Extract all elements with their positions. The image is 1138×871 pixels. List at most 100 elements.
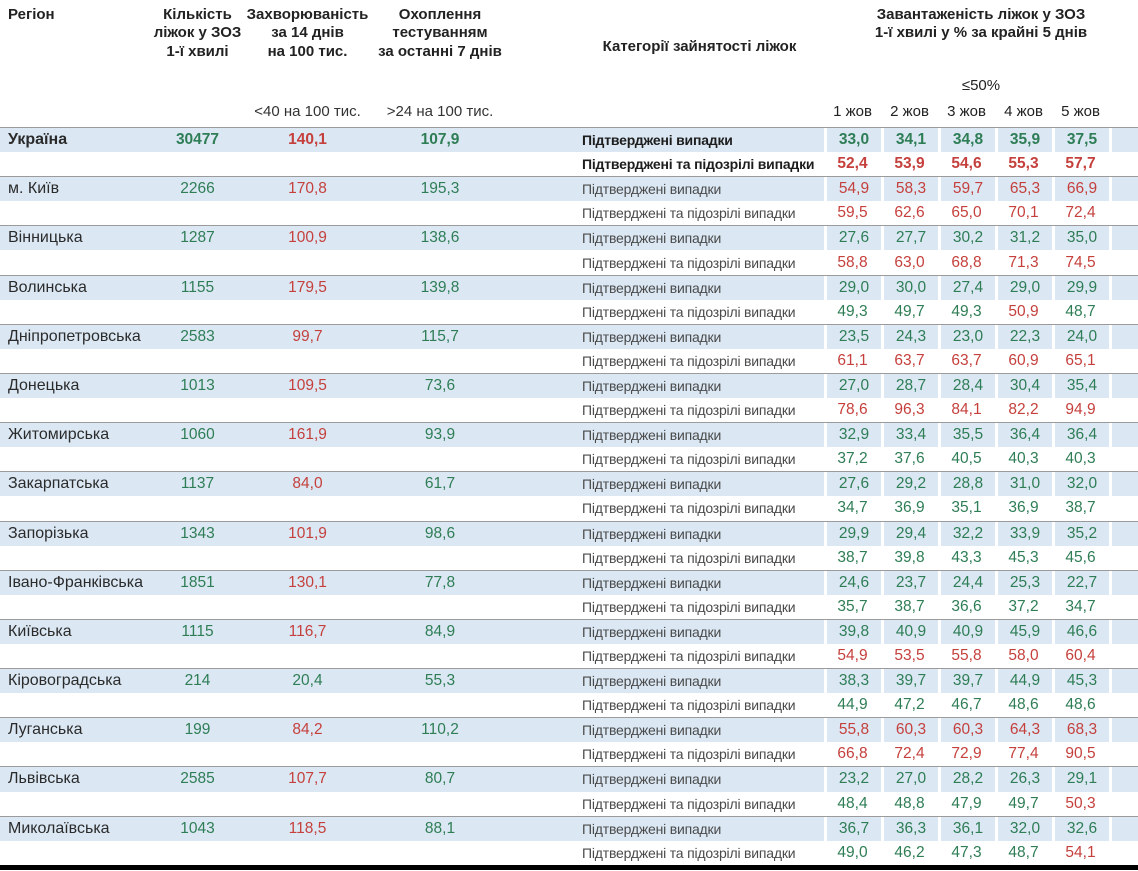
occupancy-value: 33,0 bbox=[824, 128, 881, 153]
beds-value: 2266 bbox=[150, 177, 245, 202]
confirmed-row: м. Київ 2266 170,8 195,3 Підтверджені випадк… bbox=[0, 177, 1138, 202]
incidence-value: 179,5 bbox=[245, 275, 370, 300]
spacer-cell bbox=[510, 300, 575, 324]
region-block: Кіровоградська 214 20,4 55,3 Підтверджені ви… bbox=[0, 668, 1138, 717]
region-block: Луганська 199 84,2 110,2 Підтверджені випадк… bbox=[0, 717, 1138, 766]
occupancy-value: 45,9 bbox=[995, 619, 1052, 644]
empty-cell bbox=[0, 201, 150, 225]
spacer-cell bbox=[510, 792, 575, 816]
region-name: Житомирська bbox=[0, 423, 150, 448]
region-name: Луганська bbox=[0, 718, 150, 743]
confirmed-row: Волинська 1155 179,5 139,8 Підтверджені випа… bbox=[0, 275, 1138, 300]
empty-cell bbox=[150, 300, 245, 324]
empty-cell bbox=[0, 496, 150, 520]
empty-cell bbox=[150, 250, 245, 274]
occupancy-value: 35,7 bbox=[837, 597, 868, 615]
occupancy-value: 58,3 bbox=[881, 177, 938, 202]
occupancy-value: 53,9 bbox=[894, 155, 925, 173]
occupancy-value: 55,8 bbox=[951, 647, 982, 665]
occupancy-value: 40,9 bbox=[881, 619, 938, 644]
empty-cell bbox=[0, 250, 150, 274]
occupancy-value: 60,3 bbox=[938, 718, 995, 743]
occupancy-value: 36,9 bbox=[894, 499, 925, 517]
date-column-label: 3 жов bbox=[947, 103, 986, 120]
testing-value: 110,2 bbox=[370, 718, 510, 743]
empty-cell bbox=[150, 201, 245, 225]
occupancy-value: 96,3 bbox=[894, 401, 925, 419]
occupancy-value: 22,7 bbox=[1052, 570, 1109, 595]
testing-value: 80,7 bbox=[370, 767, 510, 792]
category-label-confirmed-suspected: Підтверджені та підозрілі випадки bbox=[582, 844, 796, 861]
beds-value: 1115 bbox=[150, 619, 245, 644]
occupancy-value: 32,6 bbox=[1052, 816, 1109, 841]
occupancy-value: 60,3 bbox=[881, 718, 938, 743]
category-label-confirmed-suspected: Підтверджені та підозрілі випадки bbox=[582, 156, 815, 173]
row-end-pad bbox=[1109, 128, 1138, 153]
occupancy-value: 49,7 bbox=[894, 302, 925, 320]
empty-cell bbox=[0, 300, 150, 324]
category-label-confirmed: Підтверджені випадки bbox=[575, 128, 824, 153]
region-name: Миколаївська bbox=[0, 816, 150, 841]
spacer-cell bbox=[510, 718, 575, 743]
empty-cell bbox=[245, 792, 370, 816]
spacer-cell bbox=[510, 496, 575, 520]
table-body: Україна 30477 140,1 107,9 Підтверджені випад… bbox=[0, 127, 1138, 865]
row-end-pad bbox=[1109, 570, 1138, 595]
spacer-cell bbox=[510, 841, 575, 865]
category-label-confirmed: Підтверджені випадки bbox=[575, 226, 824, 251]
testing-value: 73,6 bbox=[370, 373, 510, 399]
confirmed-row: Львівська 2585 107,7 80,7 Підтверджені випад… bbox=[0, 767, 1138, 792]
occupancy-value: 61,1 bbox=[837, 351, 868, 369]
row-end-pad bbox=[1109, 472, 1138, 497]
empty-cell bbox=[245, 496, 370, 520]
header-beds-column: Кількість ліжок у ЗОЗ 1-ї хвилі bbox=[153, 6, 242, 60]
incidence-value: 84,2 bbox=[245, 718, 370, 743]
beds-value: 30477 bbox=[150, 128, 245, 153]
empty-cell bbox=[245, 152, 370, 176]
empty-cell bbox=[370, 841, 510, 865]
occupancy-value: 47,2 bbox=[894, 696, 925, 714]
confirmed-row: Івано-Франківська 1851 130,1 77,8 Підтвердже… bbox=[0, 570, 1138, 595]
occupancy-value: 29,1 bbox=[1052, 767, 1109, 792]
occupancy-value: 59,7 bbox=[938, 177, 995, 202]
confirmed-row: Житомирська 1060 161,9 93,9 Підтверджені вип… bbox=[0, 423, 1138, 448]
empty-cell bbox=[370, 201, 510, 225]
category-label-confirmed: Підтверджені випадки bbox=[575, 718, 824, 743]
category-label-confirmed: Підтверджені випадки bbox=[575, 521, 824, 546]
spacer-cell bbox=[510, 570, 575, 595]
occupancy-value: 29,0 bbox=[995, 275, 1052, 300]
category-label-confirmed-suspected: Підтверджені та підозрілі випадки bbox=[582, 451, 796, 468]
category-label-confirmed: Підтверджені випадки bbox=[575, 767, 824, 792]
spacer-cell bbox=[510, 226, 575, 251]
beds-value: 1343 bbox=[150, 521, 245, 546]
occupancy-value: 46,7 bbox=[951, 696, 982, 714]
empty-cell bbox=[245, 693, 370, 717]
header-categories-column: Категорії зайнятості ліжок bbox=[602, 37, 797, 55]
occupancy-value: 35,2 bbox=[1052, 521, 1109, 546]
occupancy-value: 54,6 bbox=[951, 155, 982, 173]
occupancy-value: 68,8 bbox=[951, 253, 982, 271]
occupancy-value: 58,8 bbox=[837, 253, 868, 271]
occupancy-value: 55,3 bbox=[1008, 155, 1039, 173]
occupancy-value: 49,0 bbox=[837, 843, 868, 861]
empty-cell bbox=[245, 349, 370, 373]
empty-cell bbox=[0, 841, 150, 865]
region-name: Дніпропетровська bbox=[0, 324, 150, 349]
confirmed-row: Закарпатська 1137 84,0 61,7 Підтверджені вип… bbox=[0, 472, 1138, 497]
region-name: Донецька bbox=[0, 373, 150, 399]
category-label-confirmed-suspected: Підтверджені та підозрілі випадки bbox=[582, 352, 796, 369]
confirmed-suspected-row: Підтверджені та підозрілі випадки 66,8 72,… bbox=[0, 742, 1138, 766]
category-label-confirmed: Підтверджені випадки bbox=[575, 619, 824, 644]
occupancy-value: 66,9 bbox=[1052, 177, 1109, 202]
occupancy-value: 65,0 bbox=[951, 204, 982, 222]
spacer-cell bbox=[510, 373, 575, 399]
row-end-pad bbox=[1109, 669, 1138, 694]
occupancy-value: 35,9 bbox=[995, 128, 1052, 153]
incidence-value: 170,8 bbox=[245, 177, 370, 202]
empty-cell bbox=[245, 644, 370, 668]
occupancy-value: 38,7 bbox=[894, 597, 925, 615]
occupancy-value: 22,3 bbox=[995, 324, 1052, 349]
empty-cell bbox=[370, 792, 510, 816]
bottom-bar bbox=[0, 864, 1138, 870]
occupancy-value: 54,1 bbox=[1065, 843, 1096, 861]
